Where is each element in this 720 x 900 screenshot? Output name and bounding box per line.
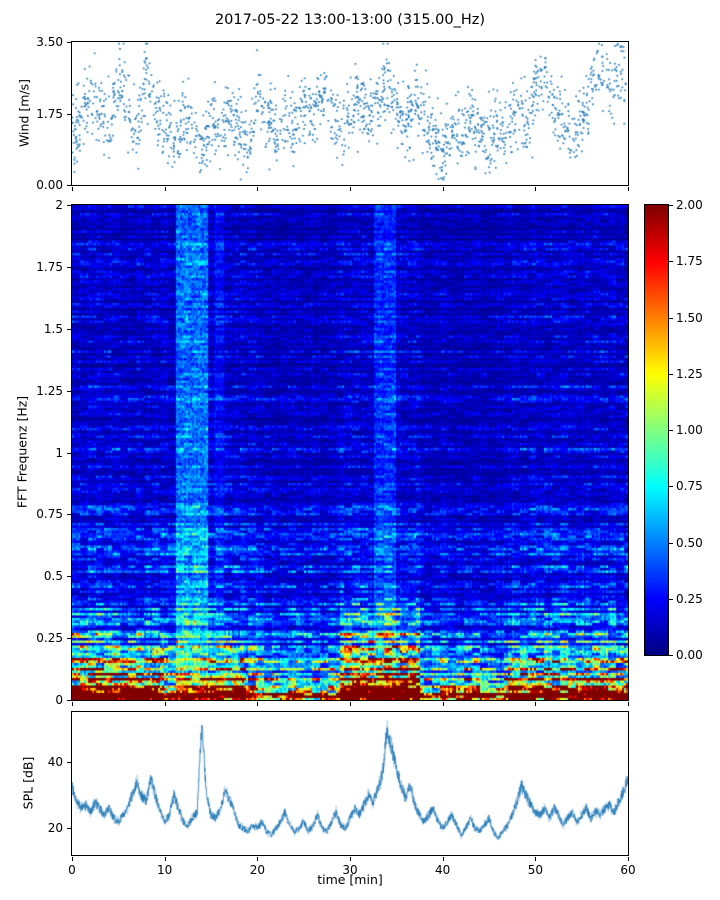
wind-y-tick-mark	[67, 113, 71, 115]
wind-scatter-panel	[71, 41, 629, 186]
spect-y-tick-label: 1.75	[36, 259, 63, 274]
wind-y-tick-label: 1.75	[36, 106, 63, 121]
colorbar-tick-label: 0.25	[676, 591, 703, 606]
spect-y-tick-mark	[67, 266, 71, 268]
spl-canvas	[72, 712, 628, 855]
spl-x-tick-label: 50	[527, 863, 543, 877]
spect-x-tick-mark	[350, 702, 351, 706]
colorbar-tick-mark	[669, 317, 673, 319]
colorbar-tick-mark	[669, 430, 673, 431]
spl-x-tick-mark	[442, 857, 444, 861]
colorbar	[644, 204, 669, 656]
spect-y-tick-label: 1.5	[43, 321, 63, 336]
colorbar-tick-mark	[669, 655, 673, 656]
wind-x-tick-mark	[628, 187, 629, 191]
spl-x-tick-label: 40	[435, 863, 451, 877]
spect-y-tick-mark	[67, 390, 71, 392]
spl-x-tick-label: 10	[157, 863, 173, 877]
colorbar-tick-label: 1.00	[676, 423, 703, 437]
wind-x-tick-mark	[257, 187, 259, 191]
spl-x-tick-mark	[628, 857, 629, 861]
colorbar-tick-mark	[669, 373, 673, 375]
spect-x-tick-mark	[442, 702, 444, 706]
spect-y-tick-mark	[67, 514, 71, 516]
spl-x-tick-mark	[72, 857, 73, 861]
spectrogram-panel	[71, 204, 629, 701]
wind-y-tick-mark	[67, 42, 71, 43]
spect-y-tick-label: 0.5	[43, 569, 63, 584]
colorbar-tick-label: 2.00	[676, 198, 703, 212]
spect-x-tick-mark	[257, 702, 259, 706]
wind-x-tick-mark	[72, 187, 73, 191]
spl-y-tick-mark	[67, 828, 71, 830]
spl-x-tick-label: 30	[342, 863, 358, 877]
wind-x-tick-mark	[164, 187, 166, 191]
wind-x-tick-mark	[442, 187, 444, 191]
colorbar-tick-mark	[669, 205, 673, 206]
spl-panel	[71, 711, 629, 856]
spl-y-tick-label: 20	[47, 821, 63, 836]
x-axis-label: time [min]	[317, 872, 383, 887]
spect-y-tick-label: 0.25	[36, 631, 63, 646]
wind-y-tick-mark	[67, 185, 71, 186]
spect-x-tick-mark	[535, 702, 537, 706]
spect-y-tick-mark	[67, 638, 71, 640]
spl-x-tick-label: 0	[68, 863, 76, 877]
spect-y-tick-mark	[67, 205, 71, 206]
chart-title: 2017-05-22 13:00-13:00 (315.00_Hz)	[214, 12, 486, 28]
spl-y-tick-label: 40	[47, 754, 63, 769]
wind-y-tick-label: 0.00	[36, 178, 63, 192]
spl-x-tick-label: 60	[620, 863, 636, 877]
wind-y-tick-label: 3.50	[36, 35, 63, 49]
spl-x-tick-mark	[257, 857, 259, 861]
spect-x-tick-mark	[72, 702, 73, 706]
spect-y-tick-mark	[67, 576, 71, 578]
spect-y-tick-label: 1.25	[36, 383, 63, 398]
colorbar-tick-label: 1.50	[676, 310, 703, 325]
spect-y-tick-mark	[67, 452, 71, 454]
colorbar-canvas	[645, 205, 668, 655]
colorbar-tick-label: 0.00	[676, 648, 703, 662]
colorbar-tick-label: 0.75	[676, 479, 703, 494]
spect-y-tick-label: 0.75	[36, 507, 63, 522]
colorbar-tick-mark	[669, 542, 673, 544]
colorbar-tick-mark	[669, 261, 673, 263]
spect-y-tick-label: 2	[55, 198, 63, 212]
colorbar-tick-label: 0.50	[676, 535, 703, 550]
colorbar-tick-mark	[669, 598, 673, 600]
colorbar-tick-label: 1.75	[676, 254, 703, 269]
spl-x-tick-mark	[535, 857, 537, 861]
spect-y-tick-mark	[67, 328, 71, 330]
spl-x-tick-mark	[164, 857, 166, 861]
colorbar-tick-label: 1.25	[676, 366, 703, 381]
spect-x-tick-mark	[628, 702, 629, 706]
spect-x-tick-mark	[164, 702, 166, 706]
spect-y-tick-label: 0	[55, 693, 63, 707]
spectrogram-canvas	[72, 205, 628, 700]
spl-y-tick-mark	[67, 761, 71, 763]
wind-x-tick-mark	[350, 187, 351, 191]
spect-y-tick-label: 1	[55, 445, 63, 460]
wind-scatter-canvas	[72, 42, 628, 185]
spl-x-tick-mark	[350, 857, 351, 861]
wind-x-tick-mark	[535, 187, 537, 191]
spl-x-tick-label: 20	[249, 863, 265, 877]
spect-y-tick-mark	[67, 700, 71, 701]
colorbar-tick-mark	[669, 486, 673, 488]
